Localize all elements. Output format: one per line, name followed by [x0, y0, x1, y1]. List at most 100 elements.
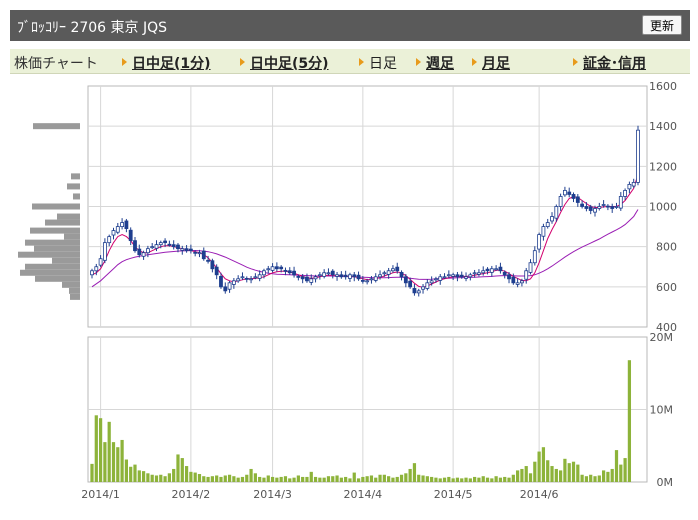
x-tick-label: 2014/4: [343, 488, 382, 501]
candle-body: [618, 196, 623, 209]
candle-body: [184, 248, 189, 252]
volume-bar: [378, 474, 382, 482]
volume-bar: [395, 476, 399, 482]
candle-body: [111, 230, 116, 236]
volume-bar: [253, 473, 257, 482]
volume-profile: [18, 123, 80, 300]
volume-bar: [245, 474, 249, 482]
volume-bar: [597, 475, 601, 482]
volume-bar: [193, 472, 197, 482]
volume-bar: [593, 476, 597, 482]
candle-body: [339, 274, 344, 278]
nav-weekly[interactable]: 週足: [426, 56, 454, 72]
volume-bar: [356, 478, 361, 482]
volume-bar: [120, 439, 124, 482]
volume-bar: [159, 474, 163, 482]
volume-bar: [129, 466, 133, 482]
candle-body: [550, 216, 554, 222]
candle-body: [102, 242, 107, 261]
candle-body: [399, 271, 404, 278]
candle-body: [584, 206, 589, 209]
candle-body: [382, 272, 387, 275]
volume-profile-bar: [70, 293, 80, 300]
candle-body: [636, 129, 640, 183]
candle-body: [532, 250, 537, 264]
volume-bar: [339, 477, 343, 482]
volume-bar: [537, 451, 541, 482]
volume-bar: [197, 474, 202, 482]
volume-bar: [606, 471, 610, 482]
candle-body: [283, 269, 288, 272]
volume-bar: [567, 463, 571, 482]
y-tick-label: 400: [656, 321, 677, 334]
volume-bar: [541, 447, 546, 482]
candle-body: [244, 277, 249, 280]
candle-body: [446, 274, 451, 277]
candle-body: [494, 268, 499, 271]
x-tick-label: 2014/6: [520, 488, 559, 501]
volume-profile-bar: [25, 263, 80, 270]
candle-body: [356, 274, 361, 280]
candle-body: [322, 272, 327, 277]
candle-body: [171, 244, 176, 248]
candle-body: [498, 266, 503, 272]
volume-profile-bar: [35, 275, 80, 282]
nav-intraday-1min[interactable]: 日中足(1分): [132, 56, 211, 72]
candle-body: [455, 274, 460, 278]
candle-body: [606, 205, 610, 208]
volume-bar: [266, 475, 270, 482]
candle-body: [481, 270, 486, 274]
volume-bar: [494, 476, 498, 482]
nav-monthly[interactable]: 月足: [482, 56, 510, 72]
candle-body: [141, 252, 146, 257]
refresh-button[interactable]: 更新: [641, 15, 682, 35]
volume-profile-bar: [57, 213, 80, 220]
volume-bar: [481, 476, 485, 482]
candle-body: [511, 276, 516, 284]
candle-body: [150, 246, 155, 249]
volume-profile-bar: [32, 203, 80, 210]
candle-body: [219, 275, 223, 288]
volume-bar: [374, 477, 378, 482]
volume-bar: [262, 477, 266, 482]
candle-body: [158, 242, 163, 246]
candle-body: [597, 206, 602, 209]
x-tick-label: 2014/5: [434, 488, 473, 501]
candle-body: [567, 191, 572, 195]
volume-bar: [331, 476, 335, 482]
volume-bar: [305, 476, 309, 482]
candle-body: [365, 280, 370, 283]
candle-body: [326, 272, 331, 275]
candle-body: [438, 276, 443, 281]
candle-body: [434, 278, 438, 281]
candle-body: [373, 276, 378, 281]
candle-body: [227, 282, 232, 290]
nav-intraday-5min[interactable]: 日中足(5分): [250, 56, 329, 72]
candle-body: [274, 266, 279, 270]
volume-bar: [550, 466, 554, 482]
arrow-icon: [122, 58, 127, 66]
volume-bar: [292, 477, 296, 482]
candle-body: [262, 270, 266, 276]
volume-bar: [576, 464, 580, 482]
candle-body: [558, 196, 563, 207]
candle-body: [210, 260, 215, 270]
volume-bar: [503, 476, 507, 482]
candle-body: [477, 272, 481, 275]
candle-body: [197, 252, 202, 255]
candle-body: [335, 274, 339, 277]
volume-bar: [460, 478, 464, 482]
volume-bar: [391, 477, 395, 482]
volume-bar: [473, 476, 477, 482]
volume-profile-bar: [33, 123, 80, 130]
candles: [90, 125, 640, 297]
volume-bar: [189, 471, 193, 482]
candle-body: [575, 196, 580, 203]
x-tick-label: 2014/2: [172, 488, 211, 501]
candle-body: [133, 240, 137, 252]
nav-margin[interactable]: 証金･信用: [583, 56, 646, 72]
candle-body: [472, 272, 477, 275]
volume-bar: [468, 478, 472, 482]
volume-profile-bar: [20, 269, 80, 276]
candle-body: [270, 266, 275, 271]
